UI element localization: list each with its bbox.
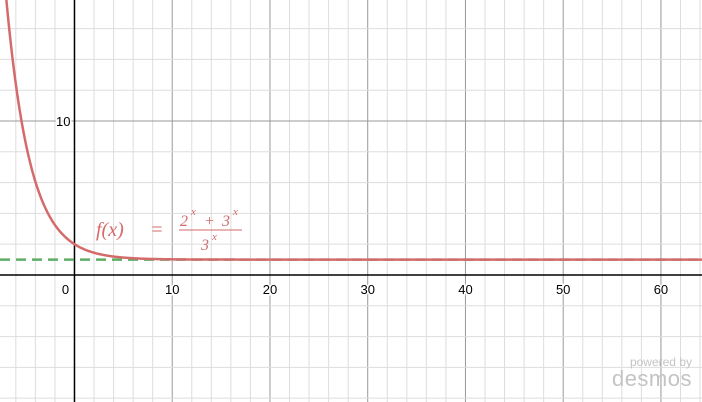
x-tick-label: 50 [556,282,570,297]
label-num-exp-a: x [190,206,196,218]
y-tick-label: 10 [56,114,70,129]
function-label: f(x) = 2x+ 3x3 x [96,206,242,254]
x-tick-label: 0 [62,282,69,297]
x-tick-label: 20 [263,282,277,297]
x-tick-label: 60 [654,282,668,297]
function-curve [5,0,702,261]
x-tick-label: 30 [360,282,374,297]
label-num-base-b: 3 [221,213,230,230]
x-tick-label: 10 [165,282,179,297]
label-den-exp: x [211,231,217,243]
label-lhs: f(x) [96,219,124,241]
label-num-exp-b: x [232,206,238,218]
label-num-plus: + [204,213,215,230]
x-tick-label: 40 [458,282,472,297]
label-den-base: 3 [200,237,209,254]
desmos-watermark: powered by desmos [612,356,692,390]
desmos-logo: desmos [611,366,692,391]
label-equals: = [150,219,164,241]
powered-by-text: powered by [629,355,692,369]
label-num-base-a: 2 [180,213,188,230]
